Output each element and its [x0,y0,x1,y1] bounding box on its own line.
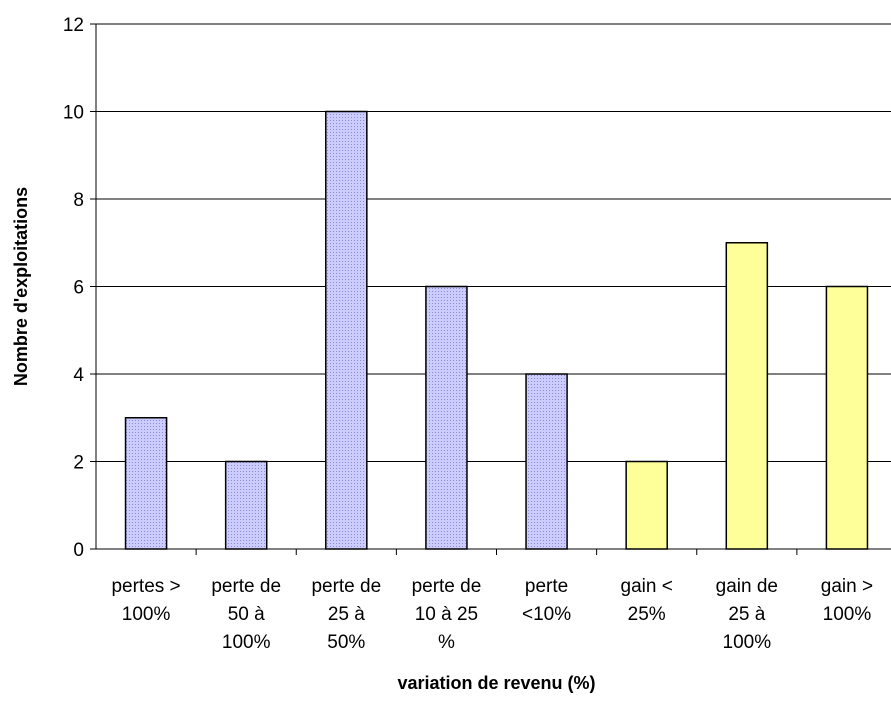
x-tick-label: pertes > 100% [111,576,180,625]
y-tick-label: 6 [73,278,84,299]
x-tick-label-line: % [438,632,455,653]
x-tick-label: perte de 50 à 100% [211,576,281,653]
x-tick-label-line: 25 à [328,604,365,625]
y-tick-label: 12 [63,15,84,36]
x-tick-label-line: 25% [628,604,666,625]
bar [525,373,568,550]
x-tick-labels: pertes > 100% perte de 50 à 100% perte de 25 à… [111,576,873,653]
axes [90,23,891,555]
y-axis-label: Nombre d'exploitations [11,187,31,386]
bar [124,417,168,550]
x-tick-label-line: gain de [716,576,778,597]
y-tick-label: 10 [63,103,84,124]
x-tick-label-line: 100% [823,604,872,625]
bar [825,285,869,550]
x-tick-label-line: gain < [621,576,673,597]
x-axis-label: variation de revenu (%) [397,673,595,693]
x-tick-label-line: 100% [723,632,772,653]
x-tick-label-line: perte de [311,576,381,597]
x-tick-label: perte de 10 à 25% [412,576,482,653]
x-tick-label-line: <10% [522,604,571,625]
x-tick-label-line: perte de [412,576,482,597]
x-tick-label: perte de 25 à 50% [311,576,381,653]
bar [625,460,668,550]
bar [725,242,769,550]
x-tick-label-line: gain > [821,576,873,597]
bar [425,285,468,550]
x-tick-label-line: 50% [327,632,365,653]
bars [124,110,869,550]
x-tick-label: gain de 25 à 100% [716,576,778,653]
y-tick-label: 2 [73,453,84,474]
y-tick-label: 4 [73,365,84,386]
y-tick-label: 0 [73,540,84,561]
x-tick-label-line: 10 à 25 [415,604,478,625]
x-tick-label-line: perte [525,576,568,597]
x-tick-label-line: 25 à [728,604,765,625]
x-tick-label: gain < 25% [621,576,673,625]
x-tick-label-line: pertes > [111,576,180,597]
bar [224,460,268,550]
x-tick-label-line: 50 à [228,604,265,625]
x-tick-label: gain > 100% [821,576,873,625]
y-tick-labels: 0 2 4 6 8 10 12 [63,15,85,561]
x-tick-label-line: perte de [211,576,281,597]
y-tick-label: 8 [73,190,84,211]
bar [325,110,368,550]
gridlines [96,23,891,462]
x-tick-label-line: 100% [222,632,271,653]
x-tick-label: perte <10% [522,576,571,625]
x-tick-label-line: 100% [122,604,171,625]
